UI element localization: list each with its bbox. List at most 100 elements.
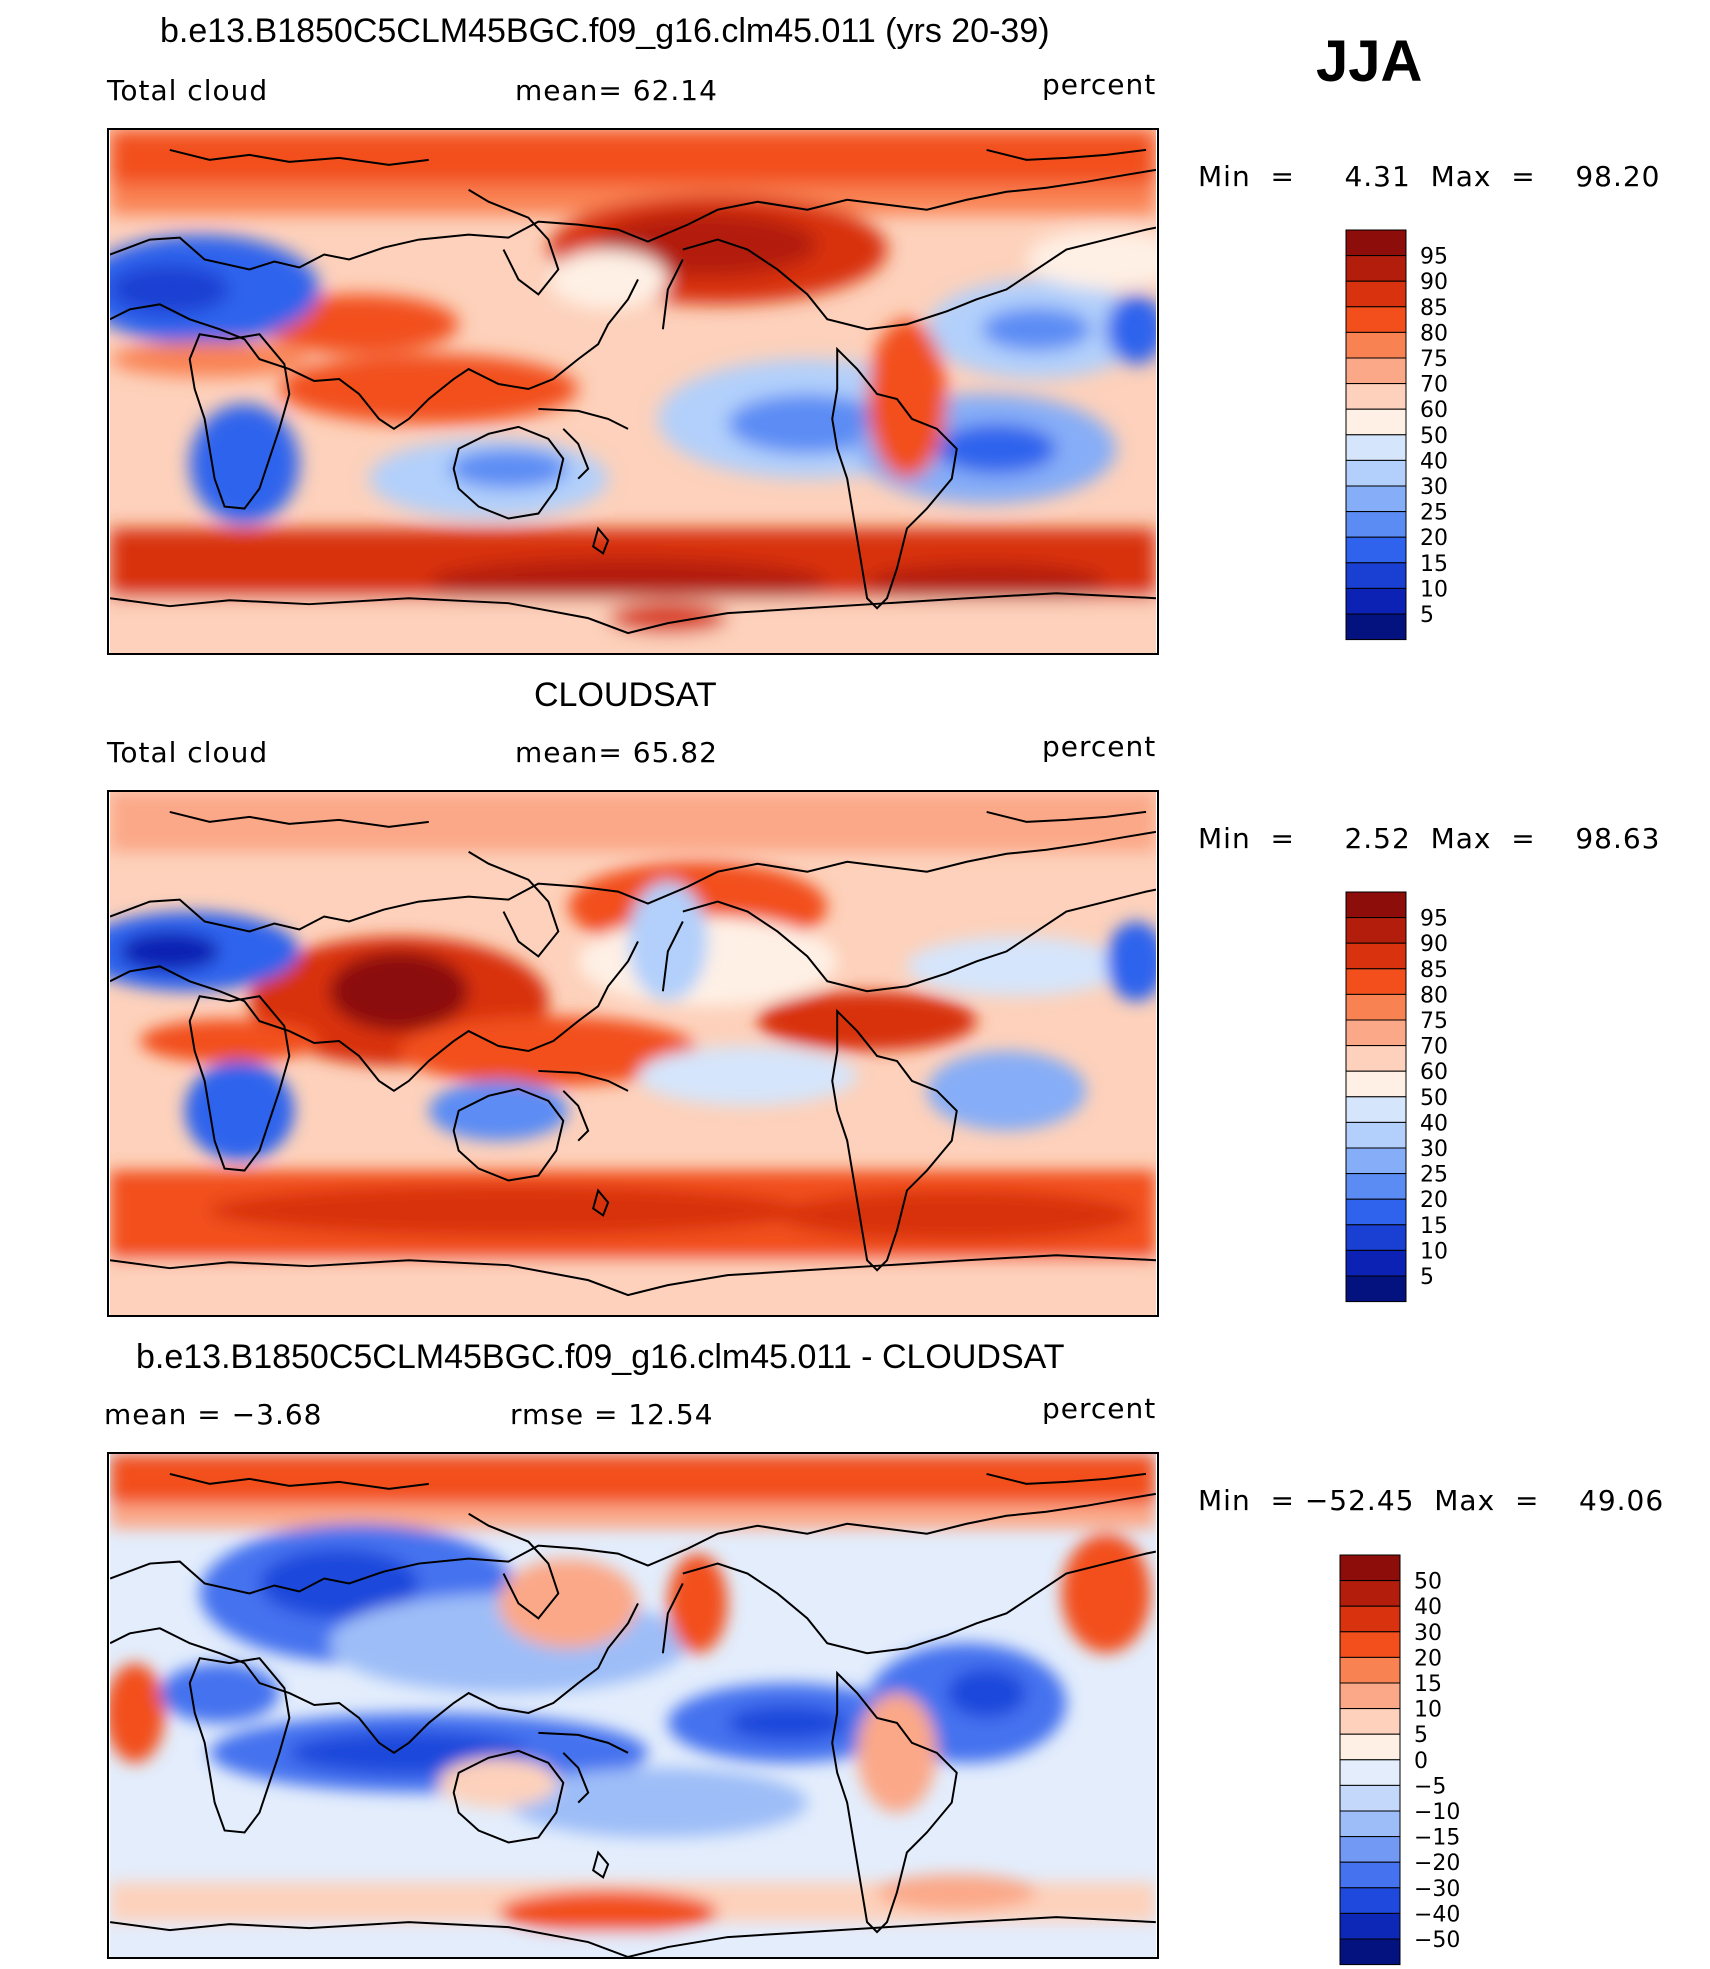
- colorbar-tick-label: 70: [1420, 1035, 1448, 1060]
- colorbar-tick-label: 15: [1420, 552, 1448, 577]
- panel-1-map: [107, 128, 1159, 655]
- colorbar-swatch: [1339, 1887, 1401, 1914]
- colorbar-tick-label: 75: [1420, 347, 1448, 372]
- colorbar-swatch: [1345, 1198, 1407, 1226]
- panel-3-mean-label: mean = −3.68: [104, 1398, 323, 1431]
- season-label: JJA: [1316, 29, 1423, 94]
- colorbar-swatch: [1345, 1070, 1407, 1098]
- colorbar-tick-label: 80: [1420, 321, 1448, 346]
- panel-3-map: [107, 1452, 1159, 1959]
- colorbar-swatch: [1345, 536, 1407, 564]
- panel-1-variable-label: Total cloud: [107, 74, 269, 107]
- colorbar-swatch: [1339, 1810, 1401, 1838]
- panel-1-title: b.e13.B1850C5CLM45BGC.f09_g16.clm45.011 …: [160, 12, 1050, 50]
- colorbar-tick-label: 40: [1420, 1111, 1448, 1136]
- panel-3-minmax: Min = −52.45 Max = 49.06: [1198, 1484, 1665, 1517]
- colorbar-tick-label: 40: [1414, 1595, 1442, 1620]
- colorbar-swatch: [1345, 891, 1407, 919]
- colorbar-tick-label: 0: [1414, 1749, 1428, 1774]
- colorbar-swatch: [1339, 1836, 1401, 1863]
- colorbar-tick-label: 50: [1420, 424, 1448, 449]
- colorbar-tick-label: 5: [1420, 1265, 1434, 1290]
- colorbar-tick-label: 60: [1420, 398, 1448, 423]
- colorbar-swatch: [1345, 1147, 1407, 1175]
- colorbar-tick-label: 25: [1420, 501, 1448, 526]
- colorbar-swatch: [1345, 968, 1407, 995]
- colorbar-swatch: [1339, 1861, 1401, 1889]
- colorbar-tick-label: 85: [1420, 958, 1448, 983]
- panel-2-map: [107, 790, 1159, 1317]
- panel-2-minmax: Min = 2.52 Max = 98.63: [1198, 822, 1661, 855]
- panel-3-rmse-label: rmse = 12.54: [510, 1398, 714, 1431]
- colorbar-swatch: [1345, 917, 1407, 944]
- colorbar-tick-label: 95: [1420, 907, 1448, 932]
- colorbar-tick-label: 80: [1420, 983, 1448, 1008]
- colorbar-tick-label: 15: [1420, 1214, 1448, 1239]
- colorbar-swatch: [1345, 511, 1407, 538]
- panel-1-units-label: percent: [1042, 68, 1157, 101]
- colorbar-tick-label: −50: [1414, 1928, 1460, 1953]
- colorbar-tick-label: 30: [1420, 1137, 1448, 1162]
- colorbar-tick-label: 10: [1420, 1239, 1448, 1264]
- colorbar-tick-label: 20: [1420, 526, 1448, 551]
- colorbar-swatch: [1345, 459, 1407, 487]
- colorbar-tick-label: 95: [1420, 245, 1448, 270]
- colorbar-tick-label: 30: [1414, 1621, 1442, 1646]
- colorbar-swatch: [1339, 1759, 1401, 1786]
- panel-2-title: CLOUDSAT: [534, 676, 717, 714]
- colorbar-swatch: [1339, 1938, 1401, 1966]
- colorbar-swatch: [1345, 1249, 1407, 1277]
- colorbar-tick-label: 5: [1420, 603, 1434, 628]
- colorbar-tick-label: 10: [1420, 577, 1448, 602]
- panel-1-minmax: Min = 4.31 Max = 98.20: [1198, 160, 1661, 193]
- colorbar-tick-label: 50: [1414, 1570, 1442, 1595]
- colorbar-tick-label: 60: [1420, 1060, 1448, 1085]
- colorbar-swatch: [1345, 1275, 1407, 1303]
- colorbar-swatch: [1345, 1121, 1407, 1149]
- colorbar-tick-label: 70: [1420, 373, 1448, 398]
- colorbar-swatch: [1345, 1045, 1407, 1072]
- colorbar-swatch: [1345, 613, 1407, 641]
- colorbar-tick-label: 40: [1420, 449, 1448, 474]
- colorbar-swatch: [1339, 1912, 1401, 1940]
- colorbar-tick-label: 10: [1414, 1698, 1442, 1723]
- colorbar-tick-label: 5: [1414, 1723, 1428, 1748]
- colorbar-swatch: [1345, 408, 1407, 436]
- colorbar-swatch: [1345, 1019, 1407, 1047]
- panel-2-mean-label: mean= 65.82: [515, 736, 718, 769]
- colorbar-swatch: [1345, 383, 1407, 410]
- colorbar-swatch: [1345, 280, 1407, 308]
- colorbar-tick-label: −10: [1414, 1800, 1460, 1825]
- colorbar-swatch: [1345, 306, 1407, 333]
- colorbar-tick-label: −40: [1414, 1902, 1460, 1927]
- colorbar-swatch: [1339, 1708, 1401, 1735]
- colorbar-tick-label: 25: [1420, 1163, 1448, 1188]
- colorbar-swatch: [1345, 229, 1407, 257]
- colorbar-swatch: [1345, 1224, 1407, 1251]
- colorbar-tick-label: 50: [1420, 1086, 1448, 1111]
- colorbar-tick-label: −15: [1414, 1826, 1460, 1851]
- colorbar-swatch: [1339, 1784, 1401, 1812]
- colorbar-swatch: [1345, 357, 1407, 385]
- colorbar-swatch: [1345, 562, 1407, 589]
- colorbar-tick-label: 90: [1420, 932, 1448, 957]
- colorbar-swatch: [1339, 1733, 1401, 1761]
- colorbar-tick-label: −30: [1414, 1877, 1460, 1902]
- panel-3-title: b.e13.B1850C5CLM45BGC.f09_g16.clm45.011 …: [136, 1338, 1065, 1376]
- colorbar-tick-label: −5: [1414, 1774, 1446, 1799]
- colorbar-swatch: [1339, 1631, 1401, 1658]
- colorbar-swatch: [1339, 1605, 1401, 1633]
- colorbar-swatch: [1339, 1580, 1401, 1607]
- colorbar-swatch: [1345, 587, 1407, 615]
- panel-3-units-label: percent: [1042, 1392, 1157, 1425]
- panel-1-mean-label: mean= 62.14: [515, 74, 718, 107]
- colorbar-tick-label: 20: [1420, 1188, 1448, 1213]
- colorbar-swatch: [1345, 1173, 1407, 1200]
- colorbar-tick-label: 85: [1420, 296, 1448, 321]
- colorbar-swatch: [1345, 485, 1407, 513]
- colorbar-swatch: [1345, 255, 1407, 282]
- colorbar-swatch: [1339, 1656, 1401, 1684]
- colorbar-swatch: [1345, 1096, 1407, 1123]
